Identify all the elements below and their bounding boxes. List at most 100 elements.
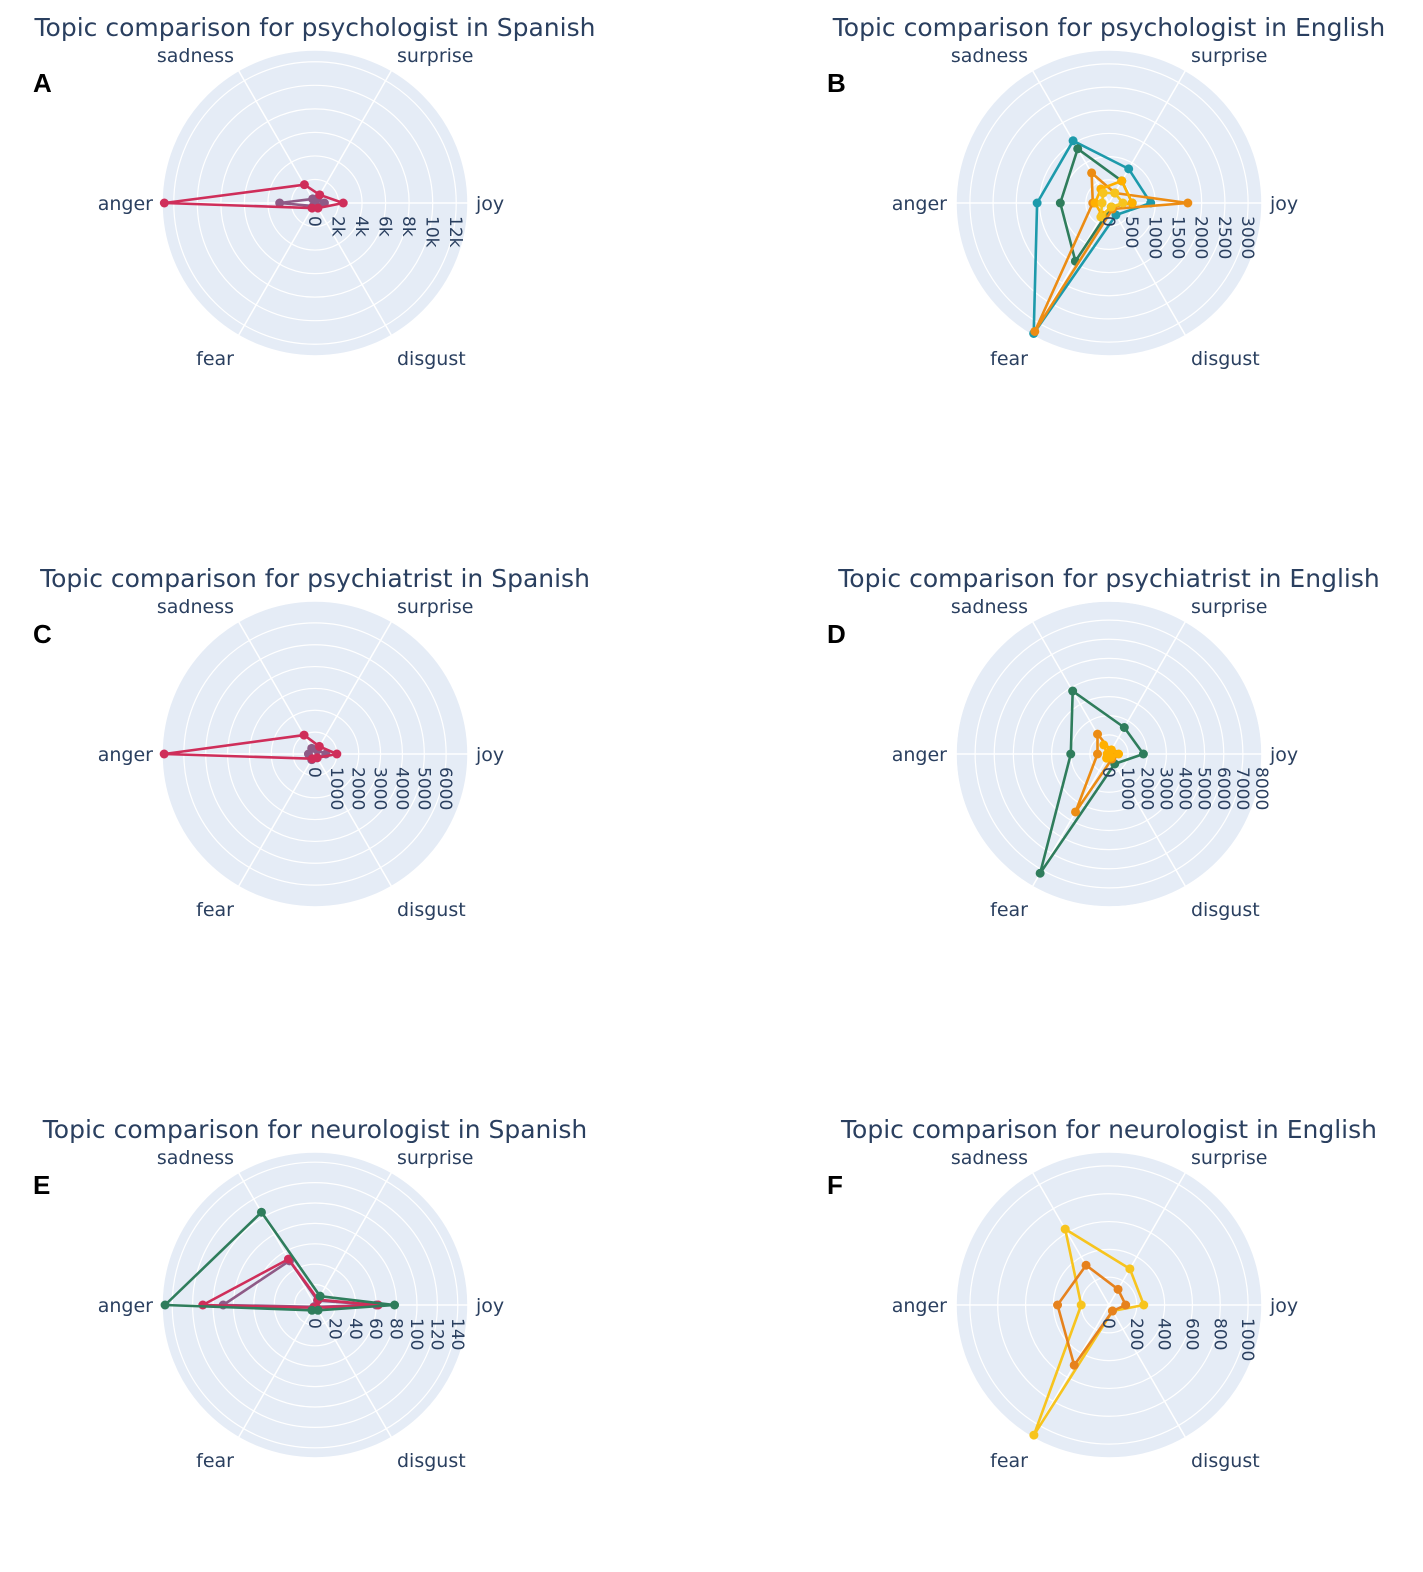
- series-0-point-sadness: [1068, 136, 1078, 146]
- radial-tick-label: 800: [1209, 1318, 1229, 1350]
- series-2-point-sadness: [1087, 168, 1097, 178]
- axis-label-disgust: disgust: [1191, 348, 1260, 370]
- series-0-point-surprise: [1125, 1264, 1135, 1274]
- radial-tick-label: 0: [1098, 767, 1118, 778]
- series-1-point-sadness: [299, 180, 309, 190]
- chart-title: Topic comparison for psychiatrist in Eng…: [837, 564, 1379, 593]
- grid-spoke: [1108, 1172, 1187, 1306]
- series-2-point-disgust: [313, 1305, 323, 1315]
- grid-spoke: [1031, 1172, 1110, 1306]
- series-3-point-surprise: [1117, 176, 1127, 186]
- series-1-point-surprise: [315, 190, 325, 200]
- series-0-point-anger: [1066, 749, 1076, 759]
- axis-label-sadness: sadness: [951, 1147, 1028, 1169]
- series-1-point-joy: [1121, 1300, 1131, 1310]
- series-4-point-sadness: [1098, 188, 1108, 198]
- axis-label-anger: anger: [892, 1295, 947, 1317]
- axis-label-anger: anger: [892, 193, 947, 215]
- series-4-point-surprise: [1110, 188, 1120, 198]
- series-0-point-sadness: [1068, 686, 1078, 696]
- axis-label-anger: anger: [98, 744, 153, 766]
- grid-spoke: [237, 202, 316, 336]
- radar-chart-d: Topic comparison for psychiatrist in Eng…: [827, 564, 1380, 921]
- panel-letter: F: [827, 1170, 843, 1200]
- radial-tick-label: 10k: [422, 216, 442, 248]
- series-0-point-fear: [1029, 1430, 1039, 1440]
- chart-title: Topic comparison for psychologist in Spa…: [34, 13, 596, 42]
- axis-label-sadness: sadness: [157, 45, 234, 67]
- series-0-point-anger: [1076, 1300, 1086, 1310]
- grid-spoke: [237, 1172, 316, 1306]
- series-2-point-joy: [1114, 749, 1124, 759]
- radar-chart-f: Topic comparison for neurologist in Engl…: [827, 1115, 1377, 1472]
- chart-title: Topic comparison for psychiatrist in Spa…: [39, 564, 590, 593]
- axis-label-disgust: disgust: [1191, 899, 1260, 921]
- radar-chart-a: Topic comparison for psychologist in Spa…: [33, 13, 596, 370]
- series-0-point-sadness: [308, 194, 318, 204]
- axis-label-sadness: sadness: [157, 1147, 234, 1169]
- radial-tick-label: 0: [1098, 1318, 1118, 1329]
- grid-spoke: [314, 70, 393, 204]
- series-1-point-disgust: [313, 203, 323, 213]
- chart-title: Topic comparison for psychologist in Eng…: [832, 13, 1385, 42]
- radial-tick-label: 1000: [1144, 216, 1164, 259]
- panel-a: Topic comparison for psychologist in Spa…: [0, 0, 700, 470]
- axis-label-fear: fear: [990, 1450, 1028, 1472]
- axis-label-fear: fear: [990, 899, 1028, 921]
- axis-label-surprise: surprise: [397, 45, 474, 67]
- axis-label-joy: joy: [1269, 1295, 1298, 1317]
- grid-spoke: [1031, 70, 1110, 204]
- radial-tick-label: 0: [304, 1318, 324, 1329]
- radial-tick-label: 2000: [1191, 216, 1211, 259]
- axis-label-anger: anger: [98, 193, 153, 215]
- radial-tick-label: 3000: [1155, 767, 1175, 810]
- radial-tick-label: 6000: [435, 767, 455, 810]
- radial-tick-label: 1000: [1117, 767, 1137, 810]
- series-0-point-anger: [1032, 198, 1042, 208]
- axis-label-surprise: surprise: [397, 596, 474, 618]
- grid-spoke: [237, 1304, 316, 1438]
- radial-tick-label: 400: [1154, 1318, 1174, 1350]
- series-4-point-fear: [1096, 212, 1106, 222]
- series-1-point-surprise: [314, 741, 324, 751]
- axis-label-joy: joy: [475, 744, 504, 766]
- series-0-point-surprise: [1124, 164, 1134, 174]
- radial-tick-label: 0: [1098, 216, 1118, 227]
- radial-tick-label: 6k: [375, 216, 395, 237]
- radar-chart-c: Topic comparison for psychiatrist in Spa…: [33, 564, 590, 921]
- series-1-point-disgust: [1107, 1306, 1117, 1316]
- panel-e: Topic comparison for neurologist in Span…: [0, 1102, 700, 1572]
- axis-label-joy: joy: [475, 193, 504, 215]
- series-2-point-disgust: [1106, 752, 1116, 762]
- grid-spoke: [1108, 753, 1187, 887]
- series-1-point-anger: [159, 198, 169, 208]
- axis-label-fear: fear: [196, 899, 234, 921]
- series-2-point-sadness: [1099, 740, 1109, 750]
- series-4-point-joy: [1118, 198, 1128, 208]
- series-1-point-surprise: [1113, 1284, 1123, 1294]
- radar-chart-e: Topic comparison for neurologist in Span…: [33, 1115, 587, 1472]
- series-1-point-anger: [1093, 749, 1103, 759]
- series-0-point-sadness: [1060, 1224, 1070, 1234]
- series-3-point-anger: [1090, 198, 1100, 208]
- radial-tick-label: 0: [304, 767, 324, 778]
- radial-tick-label: 500: [1121, 216, 1141, 248]
- radial-tick-label: 3000: [370, 767, 390, 810]
- series-1-point-joy: [332, 749, 342, 759]
- grid-spoke: [314, 753, 393, 887]
- grid-spoke: [314, 621, 393, 755]
- radial-tick-label: 1500: [1168, 216, 1188, 259]
- axis-label-fear: fear: [990, 348, 1028, 370]
- series-1-point-anger: [159, 749, 169, 759]
- axis-label-sadness: sadness: [951, 596, 1028, 618]
- radial-tick-label: 0: [304, 216, 324, 227]
- radial-tick-label: 60: [365, 1318, 385, 1340]
- series-1-point-fear: [1069, 1360, 1079, 1370]
- series-0-point-surprise: [1119, 722, 1129, 732]
- axis-label-surprise: surprise: [1191, 596, 1268, 618]
- series-1-point-anger: [1053, 1300, 1063, 1310]
- radial-tick-label: 4000: [1175, 767, 1195, 810]
- radial-tick-label: 2000: [348, 767, 368, 810]
- grid-spoke: [237, 753, 316, 887]
- radial-tick-label: 2500: [1214, 216, 1234, 259]
